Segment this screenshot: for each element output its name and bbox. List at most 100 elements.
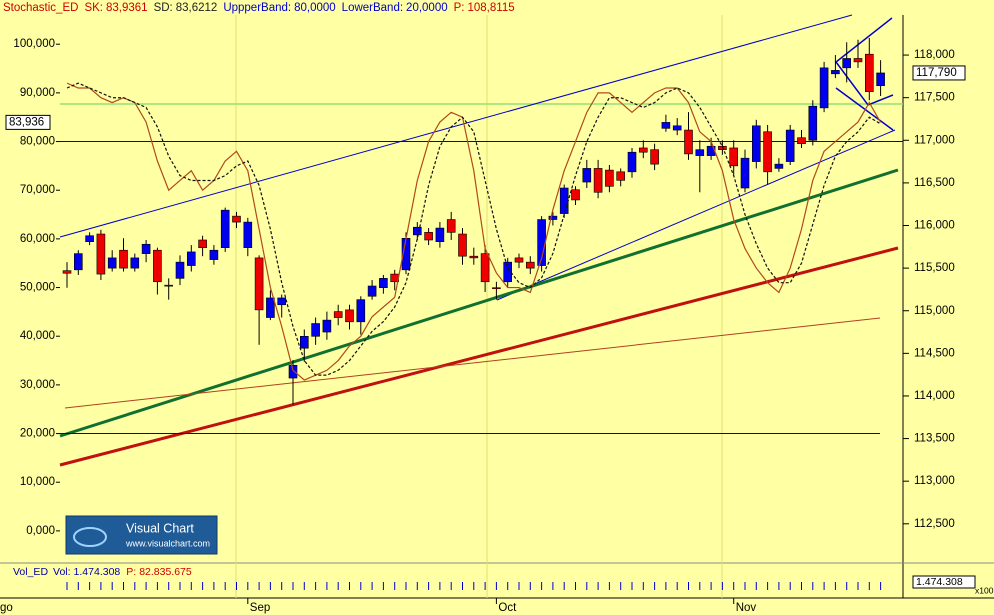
readout-label: UppperBand: (223, 2, 291, 14)
last-price-box (912, 65, 966, 81)
candle-body (243, 221, 253, 248)
candle-body (254, 257, 264, 311)
volume-vol-label: Vol: (53, 566, 71, 578)
candle-body (62, 270, 72, 274)
last-value-box (5, 114, 51, 130)
volume-indicator: Vol_ED (13, 566, 48, 578)
candle-body (141, 243, 151, 254)
trend-line (834, 17, 894, 106)
candle-body (842, 58, 852, 69)
last-value-label: 83,936 (9, 116, 44, 128)
plot-frame (0, 15, 994, 599)
candle-body (153, 249, 162, 283)
y2-tick-label: 117,000 (914, 134, 955, 146)
stochastic-line (66, 82, 881, 376)
candle-body (593, 168, 603, 193)
volume-scale: x100 (975, 585, 994, 595)
candle-body (345, 309, 354, 323)
trend-line (835, 87, 894, 131)
trend-line (59, 246, 899, 467)
y2-tick-label: 118,000 (914, 49, 955, 61)
candle-body (582, 168, 592, 183)
logo: Visual Chart www.visualchart.com (65, 515, 218, 555)
trend-line (59, 168, 899, 438)
candle-body (209, 249, 219, 260)
readout-value: 108,8115 (468, 2, 515, 14)
readout-value: 83,9361 (106, 2, 148, 14)
y-tick-label: 90,000 (20, 87, 55, 99)
candle-body (514, 257, 524, 263)
candle-body (85, 235, 94, 242)
candle-body (876, 72, 885, 87)
readout-label: P: (454, 2, 465, 14)
logo-title: Visual Chart (126, 521, 194, 535)
y-tick-label: 80,000 (20, 136, 55, 148)
y-tick-label: 100,000 (13, 38, 55, 50)
y-tick-label: 30,000 (20, 379, 55, 391)
candle-body (299, 336, 309, 349)
candle-body (492, 287, 501, 290)
candle-body (469, 255, 479, 259)
candle-body (729, 147, 739, 167)
y-tick-label: 0,000 (26, 525, 55, 537)
readout-label: SD: (154, 2, 173, 14)
candle-body (187, 251, 196, 266)
logo-box (65, 515, 218, 555)
x-tick-label: go (0, 602, 13, 614)
candle-body (616, 171, 626, 181)
candle-body (379, 278, 388, 289)
trend-line (59, 14, 853, 238)
candle-body (446, 219, 456, 233)
y2-tick-label: 117,500 (914, 92, 955, 104)
volume-vol-value: 1.474.308 (74, 566, 121, 578)
candle-body (684, 129, 693, 155)
candle-body (367, 285, 377, 297)
stochastic-line (66, 82, 882, 381)
candle-body (322, 319, 332, 333)
candle-body (797, 137, 806, 144)
candle-body (864, 53, 874, 93)
x-tick-label: Oct (498, 602, 517, 614)
y-tick-label: 10,000 (20, 476, 55, 488)
candle-body (130, 257, 140, 269)
candle-body (559, 187, 569, 214)
readout-value: 20,0000 (406, 2, 448, 14)
candle-body (96, 233, 106, 275)
candle-body (356, 299, 366, 323)
candle-body (831, 70, 840, 75)
candle-body (198, 239, 207, 248)
volume-box-label: 1.474.308 (916, 576, 963, 588)
candle-body (853, 58, 863, 63)
candle-body (333, 311, 343, 318)
readout-label: SK: (84, 2, 103, 14)
candle-body (311, 323, 320, 337)
candle-body (751, 125, 761, 162)
trend-lines (59, 14, 899, 467)
candle-body (164, 284, 173, 287)
candle-body (661, 122, 671, 129)
last-price-label: 117,790 (916, 67, 957, 79)
candle-body (525, 261, 535, 269)
candle-body (119, 249, 128, 269)
candle-body (74, 253, 83, 271)
candle-body (808, 105, 818, 141)
y2-tick-label: 114,000 (914, 390, 955, 402)
y2-tick-label: 115,000 (914, 305, 955, 317)
candle-body (605, 169, 614, 187)
volume-p-label: P: (126, 566, 136, 578)
logo-icon (73, 527, 107, 547)
readout-value: 83,6212 (176, 2, 218, 14)
y-tick-label: 20,000 (20, 428, 55, 440)
y2-tick-label: 112,500 (914, 518, 955, 530)
candle-body (288, 364, 298, 379)
candle-body (548, 215, 558, 220)
candle-body (763, 131, 772, 173)
indicator-header: Stochastic_ED SK: 83,9361 SD: 83,6212 UppperB… (3, 2, 515, 14)
candle-body (458, 233, 467, 257)
y-tick-label: 60,000 (20, 233, 55, 245)
y2-tick-label: 116,000 (914, 220, 955, 232)
candle-body (424, 232, 433, 241)
candle-body (695, 149, 705, 156)
candle-body (672, 125, 682, 131)
